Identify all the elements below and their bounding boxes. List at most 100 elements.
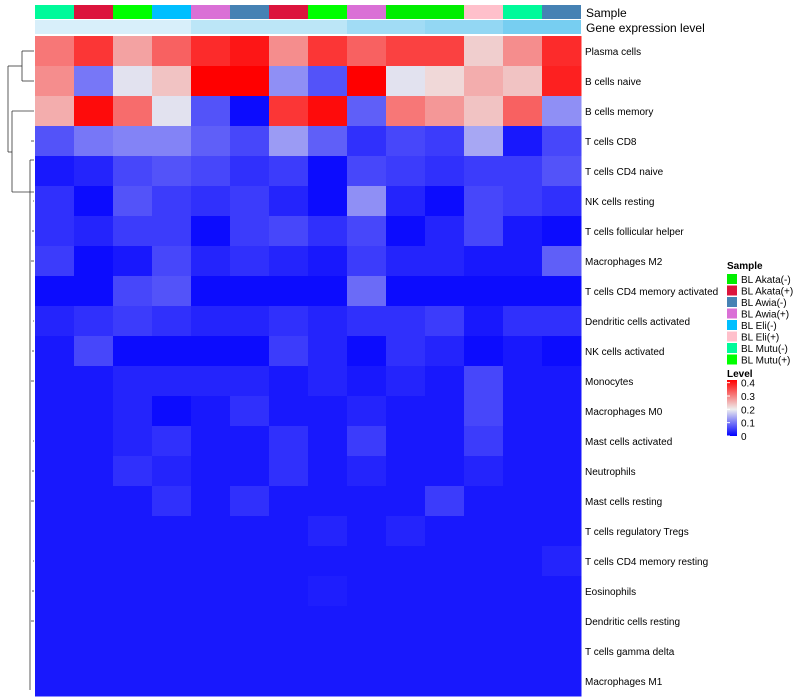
expression-annotation-cell bbox=[347, 20, 386, 34]
level-colorbar bbox=[727, 380, 737, 436]
heatmap-cell bbox=[386, 66, 426, 97]
heatmap-cell bbox=[230, 516, 270, 547]
heatmap-cell bbox=[425, 666, 465, 697]
heatmap-cell bbox=[35, 216, 75, 247]
level-legend-tick-label: 0 bbox=[741, 432, 747, 443]
heatmap-cell bbox=[425, 36, 465, 67]
heatmap-cell bbox=[347, 396, 387, 427]
heatmap-cell bbox=[152, 216, 192, 247]
row-label: T cells regulatory Tregs bbox=[585, 527, 689, 538]
heatmap-cell bbox=[386, 396, 426, 427]
expression-annotation-cell bbox=[308, 20, 347, 34]
expression-annotation-bar bbox=[35, 20, 581, 34]
heatmap-cell bbox=[464, 576, 504, 607]
heatmap-cell bbox=[308, 126, 348, 157]
row-label: T cells CD4 memory resting bbox=[585, 557, 708, 568]
heatmap-cell bbox=[35, 156, 75, 187]
heatmap-cell bbox=[386, 636, 426, 667]
expression-annotation-cell bbox=[191, 20, 230, 34]
heatmap-cell bbox=[230, 216, 270, 247]
heatmap-cell bbox=[269, 276, 309, 307]
heatmap-cell bbox=[230, 486, 270, 517]
heatmap-cell bbox=[113, 216, 153, 247]
heatmap-cell bbox=[464, 306, 504, 337]
heatmap-cell bbox=[35, 96, 75, 127]
heatmap-cell bbox=[191, 96, 231, 127]
heatmap-cell bbox=[74, 66, 114, 97]
heatmap-cell bbox=[269, 126, 309, 157]
heatmap-cell bbox=[542, 306, 582, 337]
heatmap-cell bbox=[464, 186, 504, 217]
heatmap-cell bbox=[347, 516, 387, 547]
heatmap-cell bbox=[74, 336, 114, 367]
sample-annotation-cell bbox=[308, 5, 347, 19]
expression-annotation-cell bbox=[503, 20, 542, 34]
heatmap-cell bbox=[308, 66, 348, 97]
heatmap-cell bbox=[308, 216, 348, 247]
sample-legend-label: BL Mutu(+) bbox=[741, 356, 790, 367]
heatmap-cell bbox=[308, 576, 348, 607]
heatmap-cell bbox=[74, 96, 114, 127]
sample-annotation-cell bbox=[74, 5, 113, 19]
row-label: T cells gamma delta bbox=[585, 647, 675, 658]
heatmap-cell bbox=[542, 246, 582, 277]
heatmap-cell bbox=[269, 156, 309, 187]
heatmap-cell bbox=[386, 576, 426, 607]
heatmap-cell bbox=[191, 186, 231, 217]
heatmap-cell bbox=[386, 666, 426, 697]
heatmap-cell bbox=[191, 276, 231, 307]
heatmap-cells bbox=[35, 36, 582, 697]
heatmap-cell bbox=[230, 276, 270, 307]
heatmap-cell bbox=[74, 216, 114, 247]
sample-annotation-cell bbox=[464, 5, 503, 19]
row-label: NK cells resting bbox=[585, 197, 654, 208]
heatmap-cell bbox=[542, 546, 582, 577]
heatmap-cell bbox=[503, 456, 543, 487]
heatmap-cell bbox=[464, 516, 504, 547]
heatmap-cell bbox=[425, 606, 465, 637]
heatmap-cell bbox=[347, 546, 387, 577]
heatmap-cell bbox=[425, 96, 465, 127]
heatmap-cell bbox=[347, 486, 387, 517]
heatmap-cell bbox=[386, 336, 426, 367]
heatmap-cell bbox=[269, 336, 309, 367]
heatmap-cell bbox=[152, 96, 192, 127]
heatmap-cell bbox=[230, 66, 270, 97]
sample-annotation-cell bbox=[152, 5, 191, 19]
heatmap-cell bbox=[152, 36, 192, 67]
row-label: Neutrophils bbox=[585, 467, 636, 478]
heatmap-cell bbox=[113, 636, 153, 667]
sample-legend-label: BL Awia(-) bbox=[741, 298, 787, 309]
heatmap-cell bbox=[74, 456, 114, 487]
heatmap-cell bbox=[74, 486, 114, 517]
heatmap-cell bbox=[230, 576, 270, 607]
heatmap-cell bbox=[542, 456, 582, 487]
heatmap-cell bbox=[308, 96, 348, 127]
heatmap-cell bbox=[542, 666, 582, 697]
annotation-label-sample: Sample bbox=[586, 6, 627, 20]
sample-legend-label: BL Awia(+) bbox=[741, 310, 789, 321]
heatmap-cell bbox=[386, 456, 426, 487]
heatmap-cell bbox=[35, 66, 75, 97]
heatmap-cell bbox=[347, 156, 387, 187]
heatmap-cell bbox=[503, 516, 543, 547]
expression-annotation-cell bbox=[35, 20, 74, 34]
heatmap-cell bbox=[113, 126, 153, 157]
row-label: Eosinophils bbox=[585, 587, 636, 598]
heatmap-cell bbox=[230, 606, 270, 637]
heatmap-cell bbox=[542, 576, 582, 607]
heatmap-cell bbox=[386, 426, 426, 457]
heatmap-cell bbox=[542, 156, 582, 187]
heatmap-cell bbox=[386, 216, 426, 247]
heatmap-cell bbox=[74, 156, 114, 187]
heatmap-cell bbox=[230, 336, 270, 367]
heatmap-cell bbox=[464, 156, 504, 187]
heatmap-cell bbox=[464, 276, 504, 307]
heatmap-cell bbox=[35, 186, 75, 217]
heatmap-cell bbox=[152, 366, 192, 397]
heatmap-cell bbox=[503, 546, 543, 577]
row-label: T cells follicular helper bbox=[585, 227, 684, 238]
heatmap-cell bbox=[152, 66, 192, 97]
sample-legend: Sample BL Akata(-)BL Akata(+)BL Awia(-)B… bbox=[727, 261, 793, 367]
heatmap-cell bbox=[152, 456, 192, 487]
